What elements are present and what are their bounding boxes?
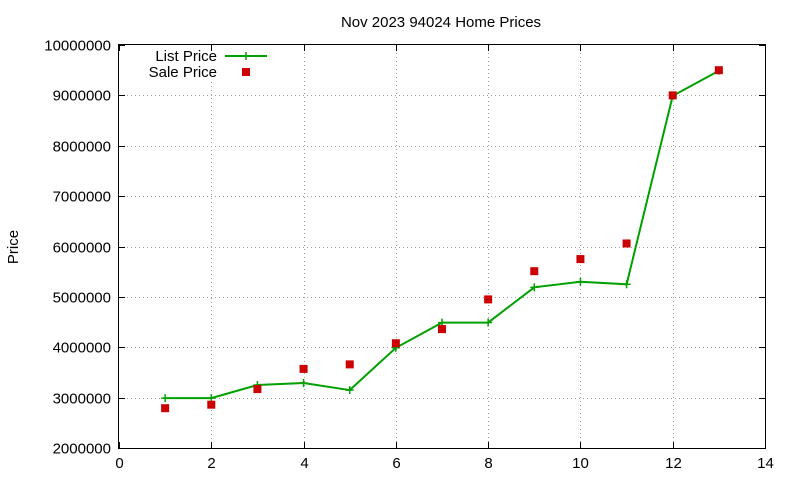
axis-ticks	[119, 45, 766, 449]
list-price-point	[345, 386, 354, 395]
chart-title: Nov 2023 94024 Home Prices	[341, 14, 541, 31]
y-tick-label: 2000000	[53, 441, 111, 458]
sale-price-point	[438, 325, 446, 334]
sale-price-point	[484, 295, 493, 304]
sale-price-point	[622, 239, 631, 248]
y-tick-label: 10000000	[44, 38, 111, 55]
sale-price-point	[345, 360, 354, 369]
y-tick-label: 5000000	[53, 290, 111, 307]
list-price-point	[161, 394, 170, 403]
legend-label-sale-price: Sale Price	[149, 64, 217, 81]
y-tick-label: 4000000	[53, 340, 111, 357]
y-axis-label: Price	[5, 230, 22, 264]
tick-labels: 0 2 4 6 8 10 12 14 2000000 3000000 4000000 5000000 6…	[44, 38, 774, 473]
legend-swatch-sale-price	[242, 68, 250, 76]
sale-price-point	[530, 267, 539, 276]
y-tick-label: 7000000	[53, 189, 111, 206]
x-tick-label: 6	[392, 455, 400, 472]
sale-price-point	[299, 364, 308, 373]
plot-frame	[118, 44, 766, 449]
y-tick-label: 8000000	[53, 139, 111, 156]
x-tick-label: 8	[484, 455, 492, 472]
y-tick-label: 9000000	[53, 88, 111, 105]
list-price-point	[576, 277, 585, 286]
list-price-line	[165, 69, 720, 400]
data-series	[161, 66, 723, 413]
x-tick-label: 4	[300, 455, 308, 472]
legend-marker-list-price	[242, 52, 250, 60]
y-tick-label: 3000000	[53, 391, 111, 408]
sale-price-point	[253, 385, 262, 394]
x-tick-label: 12	[665, 455, 682, 472]
sale-price-point	[161, 404, 170, 413]
sale-price-point	[576, 255, 585, 264]
x-tick-label: 14	[757, 455, 774, 472]
sale-price-point	[391, 339, 400, 348]
x-tick-label: 10	[572, 455, 589, 472]
list-price-point	[530, 283, 539, 292]
legend-label-list-price: List Price	[155, 48, 217, 65]
sale-price-point	[668, 91, 677, 100]
grid-lines	[119, 45, 765, 448]
list-price-point	[484, 318, 493, 327]
sale-price-series	[161, 66, 723, 413]
sale-price-point	[207, 400, 216, 409]
y-tick-label: 6000000	[53, 240, 111, 257]
list-price-point	[299, 379, 308, 388]
x-tick-label: 2	[207, 455, 215, 472]
x-tick-label: 0	[115, 455, 123, 472]
list-price-point	[622, 280, 631, 289]
list-price-series	[161, 66, 723, 403]
sale-price-point	[714, 66, 723, 75]
